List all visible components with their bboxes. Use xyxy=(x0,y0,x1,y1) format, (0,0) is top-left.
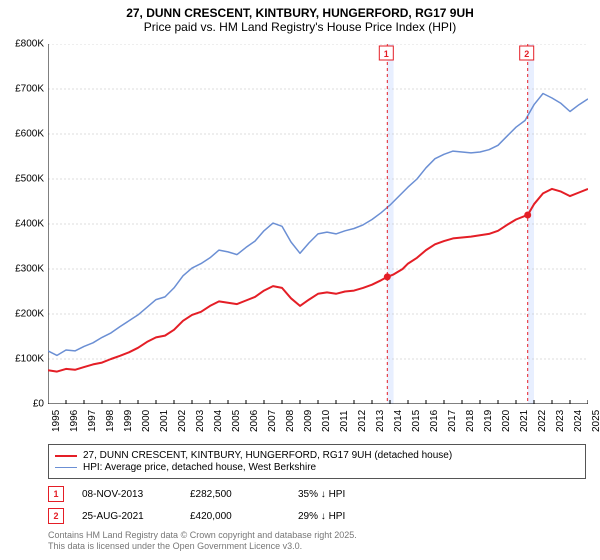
y-tick-label: £100K xyxy=(0,354,44,365)
y-tick-label: £0 xyxy=(0,399,44,410)
x-tick-label: 2000 xyxy=(141,410,152,432)
chart-plot-area: 12 xyxy=(48,44,588,404)
x-tick-label: 1998 xyxy=(105,410,116,432)
chart-container: 27, DUNN CRESCENT, KINTBURY, HUNGERFORD,… xyxy=(0,0,600,560)
x-tick-label: 1996 xyxy=(69,410,80,432)
y-tick-label: £800K xyxy=(0,39,44,50)
marker-delta: 29% ↓ HPI xyxy=(298,511,388,522)
title-block: 27, DUNN CRESCENT, KINTBURY, HUNGERFORD,… xyxy=(0,0,600,38)
y-tick-label: £300K xyxy=(0,264,44,275)
chart-svg: 12 xyxy=(48,44,588,404)
marker-delta: 35% ↓ HPI xyxy=(298,489,388,500)
marker-date: 08-NOV-2013 xyxy=(82,489,172,500)
x-tick-label: 2022 xyxy=(537,410,548,432)
marker-id-box: 2 xyxy=(48,508,64,524)
svg-text:2: 2 xyxy=(524,49,529,59)
x-axis-labels: 1995 1996 1997 1998 1999 2000 2001 2002 2003 2004… xyxy=(48,404,588,444)
x-tick-label: 2010 xyxy=(321,410,332,432)
x-tick-label: 2007 xyxy=(267,410,278,432)
x-tick-label: 2012 xyxy=(357,410,368,432)
x-tick-label: 1995 xyxy=(51,410,62,432)
marker-date: 25-AUG-2021 xyxy=(82,511,172,522)
y-axis-labels: £0£100K£200K£300K£400K£500K£600K£700K£80… xyxy=(0,44,46,404)
legend-label: 27, DUNN CRESCENT, KINTBURY, HUNGERFORD,… xyxy=(83,450,452,461)
legend-box: 27, DUNN CRESCENT, KINTBURY, HUNGERFORD,… xyxy=(48,444,586,479)
footer-line: Contains HM Land Registry data © Crown c… xyxy=(48,530,357,541)
x-tick-label: 2023 xyxy=(555,410,566,432)
x-tick-label: 2008 xyxy=(285,410,296,432)
x-tick-label: 1999 xyxy=(123,410,134,432)
legend-row: 27, DUNN CRESCENT, KINTBURY, HUNGERFORD,… xyxy=(55,450,579,461)
title-address: 27, DUNN CRESCENT, KINTBURY, HUNGERFORD,… xyxy=(0,6,600,20)
x-tick-label: 2002 xyxy=(177,410,188,432)
x-tick-label: 2009 xyxy=(303,410,314,432)
legend-label: HPI: Average price, detached house, West… xyxy=(83,462,316,473)
x-tick-label: 2020 xyxy=(501,410,512,432)
footer-line: This data is licensed under the Open Gov… xyxy=(48,541,357,552)
y-tick-label: £600K xyxy=(0,129,44,140)
svg-text:1: 1 xyxy=(384,49,389,59)
x-tick-label: 2025 xyxy=(591,410,600,432)
x-tick-label: 2001 xyxy=(159,410,170,432)
x-tick-label: 2011 xyxy=(339,410,350,432)
footer-attribution: Contains HM Land Registry data © Crown c… xyxy=(48,530,357,553)
title-subtitle: Price paid vs. HM Land Registry's House … xyxy=(0,20,600,34)
x-tick-label: 2014 xyxy=(393,410,404,432)
x-tick-label: 1997 xyxy=(87,410,98,432)
x-tick-label: 2013 xyxy=(375,410,386,432)
x-tick-label: 2004 xyxy=(213,410,224,432)
marker-row: 2 25-AUG-2021 £420,000 29% ↓ HPI xyxy=(48,508,586,524)
marker-id-box: 1 xyxy=(48,486,64,502)
marker-price: £282,500 xyxy=(190,489,280,500)
legend-swatch xyxy=(55,455,77,457)
x-tick-label: 2016 xyxy=(429,410,440,432)
x-tick-label: 2017 xyxy=(447,410,458,432)
legend-row: HPI: Average price, detached house, West… xyxy=(55,462,579,473)
y-tick-label: £500K xyxy=(0,174,44,185)
x-tick-label: 2005 xyxy=(231,410,242,432)
x-tick-label: 2019 xyxy=(483,410,494,432)
x-tick-label: 2003 xyxy=(195,410,206,432)
x-tick-label: 2024 xyxy=(573,410,584,432)
x-tick-label: 2015 xyxy=(411,410,422,432)
x-tick-label: 2021 xyxy=(519,410,530,432)
y-tick-label: £700K xyxy=(0,84,44,95)
x-tick-label: 2018 xyxy=(465,410,476,432)
y-tick-label: £200K xyxy=(0,309,44,320)
legend-swatch xyxy=(55,467,77,468)
x-tick-label: 2006 xyxy=(249,410,260,432)
marker-price: £420,000 xyxy=(190,511,280,522)
marker-row: 1 08-NOV-2013 £282,500 35% ↓ HPI xyxy=(48,486,586,502)
y-tick-label: £400K xyxy=(0,219,44,230)
